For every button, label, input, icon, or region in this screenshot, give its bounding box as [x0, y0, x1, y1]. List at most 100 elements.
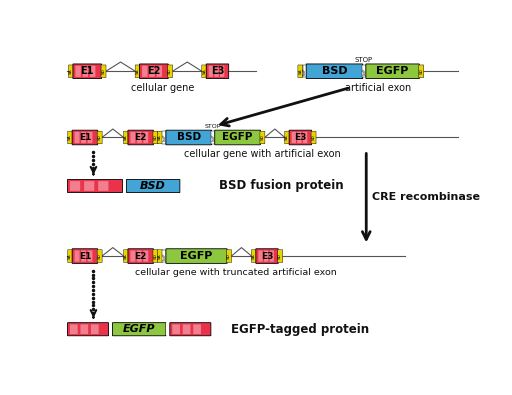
Text: SD: SD — [311, 135, 315, 140]
FancyBboxPatch shape — [270, 250, 274, 262]
Text: loxP: loxP — [211, 134, 215, 141]
FancyBboxPatch shape — [73, 64, 101, 79]
FancyBboxPatch shape — [158, 250, 163, 262]
FancyBboxPatch shape — [128, 130, 154, 145]
FancyBboxPatch shape — [170, 323, 211, 336]
Text: E1: E1 — [80, 66, 94, 76]
FancyBboxPatch shape — [88, 132, 93, 143]
Text: SA: SA — [252, 253, 256, 259]
FancyBboxPatch shape — [303, 132, 307, 143]
Text: E1: E1 — [79, 252, 91, 261]
FancyBboxPatch shape — [82, 66, 88, 77]
Text: SA: SA — [202, 68, 206, 74]
FancyBboxPatch shape — [97, 131, 102, 144]
FancyBboxPatch shape — [183, 324, 190, 334]
Text: SA: SA — [69, 68, 73, 74]
FancyBboxPatch shape — [157, 66, 162, 77]
Text: SD: SD — [419, 68, 423, 74]
FancyBboxPatch shape — [215, 66, 219, 77]
Text: E3: E3 — [261, 252, 273, 261]
FancyBboxPatch shape — [128, 249, 154, 263]
Text: EGFP: EGFP — [376, 66, 409, 76]
Text: EGFP-tagged protein: EGFP-tagged protein — [230, 323, 369, 336]
Text: cellular gene with truncated artificial exon: cellular gene with truncated artificial … — [135, 268, 337, 276]
FancyBboxPatch shape — [264, 250, 268, 262]
Text: loxP: loxP — [162, 252, 166, 260]
Bar — [109, 323, 112, 335]
FancyBboxPatch shape — [91, 324, 99, 334]
FancyBboxPatch shape — [81, 250, 86, 262]
Text: BSD: BSD — [140, 181, 166, 191]
Text: loxP: loxP — [362, 68, 366, 75]
Text: E3: E3 — [211, 66, 224, 76]
FancyBboxPatch shape — [215, 130, 261, 145]
FancyBboxPatch shape — [193, 324, 201, 334]
FancyBboxPatch shape — [285, 131, 290, 144]
Text: SD: SD — [154, 253, 158, 259]
FancyBboxPatch shape — [153, 250, 158, 262]
FancyBboxPatch shape — [166, 249, 227, 263]
FancyBboxPatch shape — [68, 131, 73, 144]
FancyBboxPatch shape — [72, 249, 98, 263]
FancyBboxPatch shape — [227, 250, 231, 262]
Text: SD: SD — [227, 253, 231, 259]
Text: SA: SA — [136, 68, 140, 74]
FancyBboxPatch shape — [72, 130, 98, 145]
FancyBboxPatch shape — [68, 250, 73, 262]
FancyBboxPatch shape — [68, 323, 109, 336]
FancyBboxPatch shape — [258, 250, 263, 262]
FancyBboxPatch shape — [168, 65, 173, 77]
Text: STOP: STOP — [205, 124, 221, 129]
Bar — [162, 250, 166, 262]
FancyBboxPatch shape — [101, 65, 106, 77]
Text: EGFP: EGFP — [180, 251, 212, 261]
FancyBboxPatch shape — [251, 250, 257, 262]
FancyBboxPatch shape — [256, 249, 279, 263]
Text: E2: E2 — [147, 66, 161, 76]
Text: SD: SD — [278, 253, 282, 259]
FancyBboxPatch shape — [70, 324, 78, 334]
FancyBboxPatch shape — [123, 250, 129, 262]
FancyBboxPatch shape — [97, 250, 102, 262]
Text: SA: SA — [158, 253, 162, 259]
FancyBboxPatch shape — [70, 181, 80, 191]
FancyBboxPatch shape — [419, 65, 424, 77]
FancyBboxPatch shape — [135, 65, 140, 77]
FancyBboxPatch shape — [153, 131, 158, 144]
FancyBboxPatch shape — [140, 64, 168, 79]
FancyBboxPatch shape — [202, 65, 207, 77]
FancyBboxPatch shape — [297, 132, 302, 143]
Text: E2: E2 — [135, 133, 147, 142]
FancyBboxPatch shape — [75, 132, 79, 143]
FancyBboxPatch shape — [366, 64, 419, 79]
Bar — [123, 180, 126, 192]
Bar — [303, 65, 307, 77]
Text: SA: SA — [124, 135, 128, 140]
Text: artificial exon: artificial exon — [345, 83, 411, 93]
Text: SD: SD — [154, 135, 158, 140]
Text: SA: SA — [124, 253, 128, 259]
Text: SA: SA — [285, 135, 289, 140]
Text: E1: E1 — [79, 133, 91, 142]
FancyBboxPatch shape — [80, 324, 88, 334]
Text: cellular gene with artificial exon: cellular gene with artificial exon — [184, 149, 341, 159]
Text: CRE recombinase: CRE recombinase — [372, 192, 480, 202]
FancyBboxPatch shape — [98, 181, 109, 191]
FancyBboxPatch shape — [278, 250, 283, 262]
FancyBboxPatch shape — [172, 324, 180, 334]
FancyBboxPatch shape — [84, 181, 94, 191]
Text: SA: SA — [158, 135, 162, 140]
Bar — [362, 65, 366, 77]
FancyBboxPatch shape — [206, 64, 229, 79]
Text: SD: SD — [168, 68, 172, 74]
FancyBboxPatch shape — [81, 132, 86, 143]
Text: SD: SD — [98, 135, 102, 140]
FancyBboxPatch shape — [150, 66, 155, 77]
FancyBboxPatch shape — [143, 132, 148, 143]
Text: EGFP: EGFP — [123, 324, 156, 334]
FancyBboxPatch shape — [126, 179, 180, 192]
FancyBboxPatch shape — [166, 130, 211, 145]
Bar — [166, 323, 169, 335]
FancyBboxPatch shape — [292, 132, 296, 143]
Text: STOP: STOP — [355, 57, 373, 63]
